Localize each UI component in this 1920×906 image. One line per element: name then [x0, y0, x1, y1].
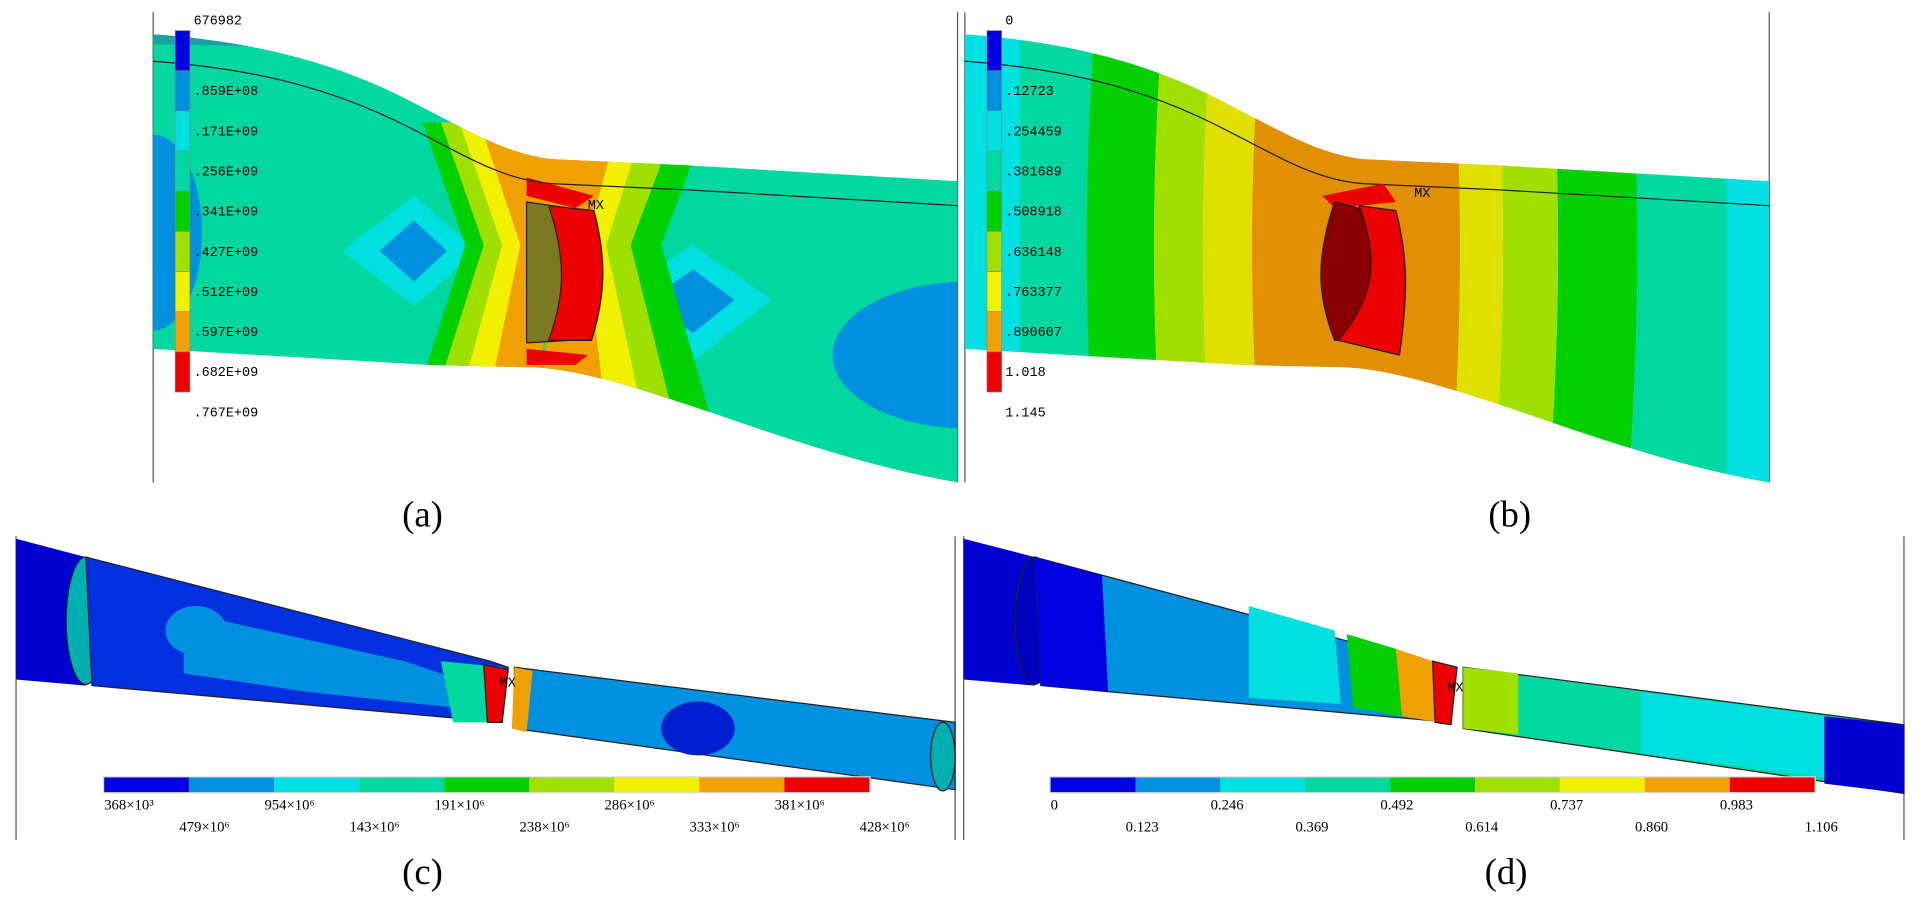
- colorbar-swatch: [614, 777, 700, 793]
- colorbar-label: 368×10³: [104, 797, 154, 813]
- colorbar-swatch: [1220, 777, 1306, 793]
- legend-label: 1.018: [1005, 366, 1045, 381]
- legend-label: .859E+08: [194, 85, 259, 100]
- legend-swatch: [174, 311, 191, 353]
- caption-text: (c): [402, 851, 443, 892]
- caption: (a): [402, 493, 443, 534]
- legend-label: 676982: [194, 14, 242, 29]
- colorbar-swatch: [1559, 777, 1645, 793]
- colorbar-label: 0: [1051, 797, 1058, 813]
- caption: (b): [1488, 493, 1531, 534]
- colorbar-swatch: [1475, 777, 1560, 793]
- colorbar-swatch: [699, 777, 785, 793]
- legend-swatch: [174, 271, 191, 313]
- panel-b: [964, 12, 1770, 483]
- colorbar: 368×10³ 479×10⁶ 954×10⁶ 143×10⁶ 191×10⁶ 238×1…: [102, 776, 910, 835]
- colorbar-swatch: [1729, 777, 1815, 793]
- colorbar-label: 0.123: [1126, 819, 1159, 835]
- colorbar-label: 333×10⁶: [690, 819, 740, 835]
- legend-label: .682E+09: [194, 366, 259, 381]
- legend-swatch: [986, 150, 1002, 192]
- colorbar-label: 0.614: [1465, 819, 1499, 835]
- legend-swatch: [174, 70, 191, 112]
- legend: 0 .12723 .254459 .381689 .508918 .636148 .7633…: [986, 14, 1062, 421]
- legend-label: 0: [1005, 14, 1013, 29]
- colorbar-label: 0.737: [1550, 797, 1583, 813]
- colorbar-swatch: [1050, 777, 1136, 793]
- legend-label: .12723: [1005, 85, 1053, 100]
- legend-swatch: [986, 30, 1002, 72]
- legend-label: .767E+09: [194, 406, 259, 421]
- max-marker: MX: [500, 677, 516, 692]
- colorbar-label: 0.983: [1720, 797, 1753, 813]
- panel-c: 368×10³ 479×10⁶ 954×10⁶ 143×10⁶ 191×10⁶ 238×1…: [15, 536, 956, 840]
- legend-label: .636148: [1005, 246, 1062, 261]
- colorbar-label: 381×10⁶: [775, 797, 825, 813]
- colorbar-swatch: [784, 777, 870, 793]
- legend-swatch: [986, 271, 1002, 313]
- colorbar-swatch: [104, 777, 190, 793]
- legend-label: .171E+09: [194, 125, 259, 140]
- colorbar-label: 0.246: [1211, 797, 1244, 813]
- colorbar-label: 954×10⁶: [264, 797, 314, 813]
- legend-label: .341E+09: [194, 206, 259, 221]
- colorbar-label: 238×10⁶: [520, 819, 570, 835]
- colorbar-label: 286×10⁶: [605, 797, 655, 813]
- max-marker: MX: [1414, 187, 1430, 202]
- panel-d: 0 0.123 0.246 0.369 0.492 0.614 0.737 0.860 0.98…: [963, 536, 1905, 840]
- legend-swatch: [174, 231, 191, 272]
- legend-swatch: [174, 110, 191, 152]
- caption: (d): [1485, 851, 1528, 892]
- caption-text: (d): [1485, 851, 1528, 892]
- legend-label: .508918: [1005, 206, 1062, 221]
- colorbar-swatch: [444, 777, 530, 793]
- colorbar-swatch: [274, 777, 360, 793]
- colorbar-swatch: [359, 777, 445, 793]
- colorbar-label: 0.369: [1295, 819, 1328, 835]
- legend-label: 1.145: [1005, 406, 1045, 421]
- legend-label: .427E+09: [194, 246, 259, 261]
- legend-label: .254459: [1005, 125, 1062, 140]
- colorbar-label: 428×10⁶: [860, 819, 910, 835]
- legend-swatch: [986, 110, 1002, 152]
- legend-swatch: [174, 30, 191, 72]
- colorbar-swatch: [1305, 777, 1391, 793]
- legend-swatch: [174, 351, 191, 393]
- colorbar-label: 191×10⁶: [434, 797, 484, 813]
- colorbar-label: 0.492: [1380, 797, 1413, 813]
- legend-swatch: [986, 70, 1002, 112]
- caption-text: (a): [402, 493, 443, 534]
- legend-swatch: [986, 190, 1002, 232]
- legend-swatch: [986, 231, 1002, 272]
- legend-swatch: [174, 150, 191, 192]
- colorbar-label: 479×10⁶: [179, 819, 229, 835]
- colorbar-label: 1.106: [1805, 819, 1838, 835]
- legend-label: .890607: [1005, 326, 1062, 341]
- legend-label: .381689: [1005, 165, 1062, 180]
- colorbar-swatch: [189, 777, 275, 793]
- caption: (c): [402, 851, 443, 892]
- legend-label: .512E+09: [194, 286, 259, 301]
- legend-swatch: [986, 311, 1002, 353]
- colorbar-swatch: [1135, 777, 1221, 793]
- colorbar-swatch: [1390, 777, 1476, 793]
- legend-label: .597E+09: [194, 326, 259, 341]
- max-marker: MX: [588, 199, 604, 214]
- legend-swatch: [174, 190, 191, 232]
- colorbar: 0 0.123 0.246 0.369 0.492 0.614 0.737 0.860 0.98…: [1049, 776, 1838, 835]
- max-marker: MX: [1447, 682, 1463, 697]
- legend-swatch: [986, 351, 1002, 393]
- legend-label: .763377: [1005, 286, 1062, 301]
- colorbar-label: 143×10⁶: [349, 819, 399, 835]
- legend-label: .256E+09: [194, 165, 259, 180]
- legend: 676982 .859E+08 .171E+09 .256E+09 .341E+09 .4…: [174, 14, 259, 421]
- colorbar-swatch: [529, 777, 615, 793]
- caption-text: (b): [1488, 493, 1531, 534]
- colorbar-swatch: [1644, 777, 1730, 793]
- colorbar-label: 0.860: [1635, 819, 1668, 835]
